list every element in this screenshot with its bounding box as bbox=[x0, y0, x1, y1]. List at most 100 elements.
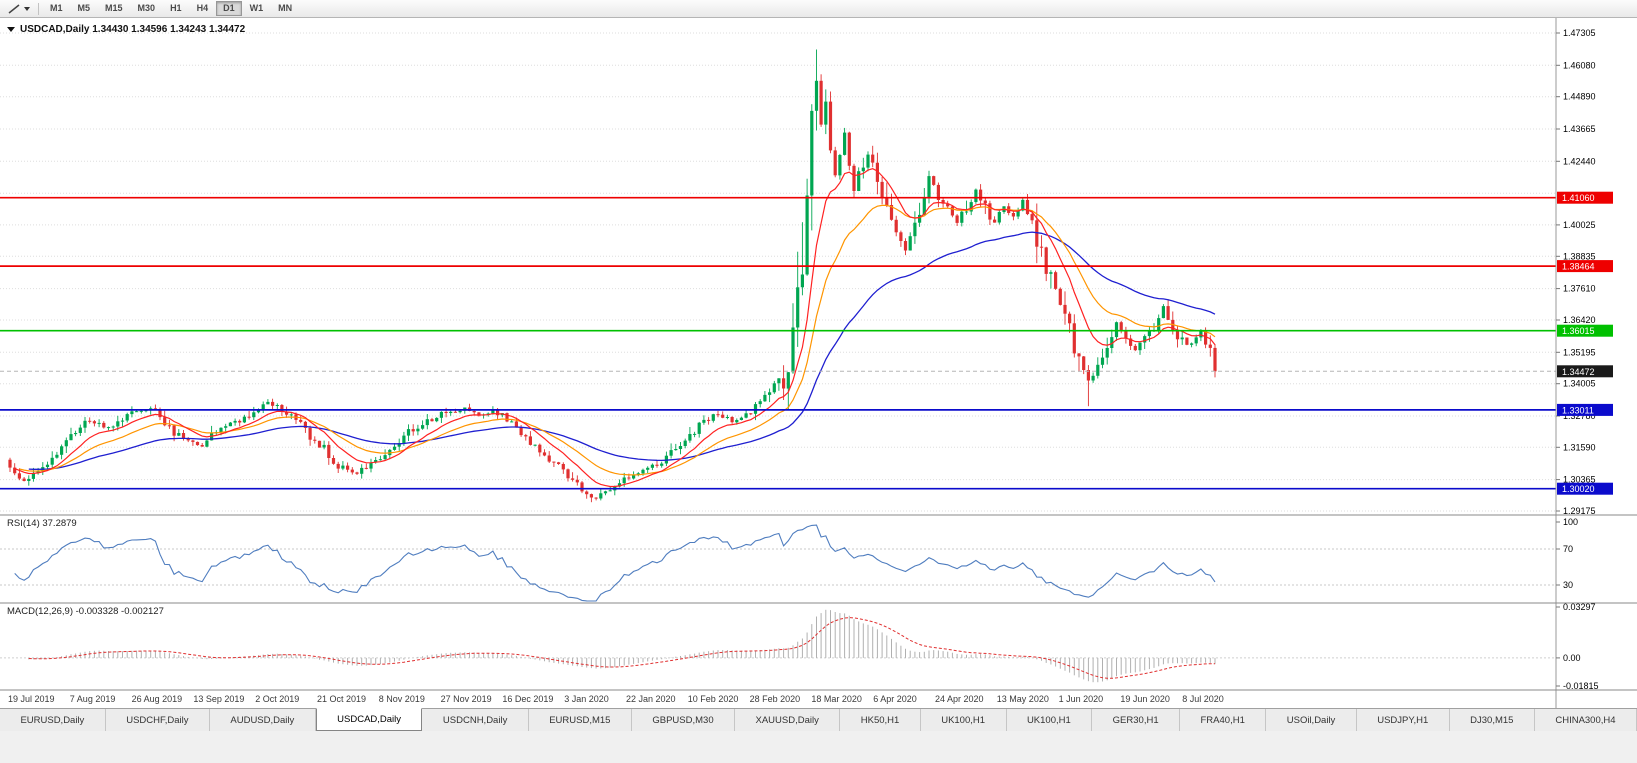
price-grid bbox=[0, 32, 1556, 512]
charts-toolbar-dropdown[interactable] bbox=[3, 1, 34, 17]
tab-dj30-m15[interactable]: DJ30,M15 bbox=[1450, 709, 1535, 731]
chart-tab-bar: EURUSD,Daily USDCHF,Daily AUDUSD,Daily USDC… bbox=[0, 708, 1637, 731]
price-level-badge: 1.41060 bbox=[1557, 191, 1613, 204]
price-level-badge: 1.33011 bbox=[1557, 403, 1613, 416]
svg-text:8 Nov 2019: 8 Nov 2019 bbox=[379, 694, 425, 704]
price-level-badge: 1.30020 bbox=[1557, 482, 1613, 495]
svg-text:3 Jan 2020: 3 Jan 2020 bbox=[564, 694, 609, 704]
price-level-badge: 1.38464 bbox=[1557, 260, 1613, 273]
svg-text:1.36015: 1.36015 bbox=[1562, 326, 1595, 336]
svg-text:1.31590: 1.31590 bbox=[1563, 442, 1596, 452]
svg-text:27 Nov 2019: 27 Nov 2019 bbox=[441, 694, 492, 704]
svg-text:13 May 2020: 13 May 2020 bbox=[997, 694, 1049, 704]
svg-text:24 Apr 2020: 24 Apr 2020 bbox=[935, 694, 984, 704]
svg-text:10 Feb 2020: 10 Feb 2020 bbox=[688, 694, 739, 704]
svg-text:26 Aug 2019: 26 Aug 2019 bbox=[132, 694, 183, 704]
svg-text:1.35195: 1.35195 bbox=[1563, 347, 1596, 357]
collapse-triangle-icon[interactable] bbox=[7, 27, 15, 32]
timeframe-button-mn[interactable]: MN bbox=[271, 1, 299, 16]
chart-window: 1.47305 1.46080 1.44890 1.43665 1.42440 1.400… bbox=[0, 18, 1637, 708]
svg-text:70: 70 bbox=[1563, 544, 1573, 554]
svg-text:1.32780: 1.32780 bbox=[1563, 411, 1596, 421]
rsi-line bbox=[14, 524, 1216, 602]
svg-text:1.40025: 1.40025 bbox=[1563, 220, 1596, 230]
svg-text:21 Oct 2019: 21 Oct 2019 bbox=[317, 694, 366, 704]
price-chart-canvas[interactable]: 1.47305 1.46080 1.44890 1.43665 1.42440 1.400… bbox=[0, 18, 1637, 708]
current-price-badge: 1.34472 bbox=[1557, 365, 1613, 378]
svg-text:1.33011: 1.33011 bbox=[1562, 405, 1594, 415]
svg-text:16 Dec 2019: 16 Dec 2019 bbox=[502, 694, 553, 704]
svg-text:1.34472: 1.34472 bbox=[1562, 367, 1595, 377]
svg-text:1.43665: 1.43665 bbox=[1563, 124, 1596, 134]
status-bar bbox=[0, 731, 1637, 762]
tab-china300-h4[interactable]: CHINA300,H4 bbox=[1535, 709, 1637, 731]
svg-text:22 Jan 2020: 22 Jan 2020 bbox=[626, 694, 676, 704]
candlestick-series bbox=[8, 49, 1217, 503]
macd-pane: 0.03297 0.00 -0.01815 bbox=[0, 602, 1637, 691]
tab-hk50-h1[interactable]: HK50,H1 bbox=[840, 709, 921, 731]
tab-uk100-h1[interactable]: UK100,H1 bbox=[921, 709, 1007, 731]
toolbar-separator bbox=[38, 2, 39, 15]
timeframe-button-m30[interactable]: M30 bbox=[131, 1, 163, 16]
svg-text:1.38464: 1.38464 bbox=[1562, 262, 1595, 272]
svg-text:6 Apr 2020: 6 Apr 2020 bbox=[873, 694, 917, 704]
moving-average-lines bbox=[14, 168, 1216, 488]
tab-xauusd-daily[interactable]: XAUUSD,Daily bbox=[735, 709, 841, 731]
svg-text:1.37610: 1.37610 bbox=[1563, 284, 1596, 294]
svg-text:-0.01815: -0.01815 bbox=[1563, 681, 1599, 691]
timeframe-button-h4[interactable]: H4 bbox=[190, 1, 216, 16]
svg-text:1.46080: 1.46080 bbox=[1563, 60, 1596, 70]
tab-audusd-daily[interactable]: AUDUSD,Daily bbox=[210, 709, 316, 731]
rsi-indicator-label: RSI(14) 37.2879 bbox=[7, 518, 77, 529]
timeframe-button-m15[interactable]: M15 bbox=[98, 1, 130, 16]
svg-text:1.41060: 1.41060 bbox=[1562, 193, 1595, 203]
timeframe-button-w1[interactable]: W1 bbox=[243, 1, 271, 16]
svg-text:1.34005: 1.34005 bbox=[1563, 379, 1596, 389]
rsi-pane: 100 70 30 bbox=[0, 514, 1637, 602]
svg-text:1 Jun 2020: 1 Jun 2020 bbox=[1059, 694, 1104, 704]
date-axis[interactable]: 19 Jul 2019 7 Aug 2019 26 Aug 2019 13 Sep 2… bbox=[8, 694, 1224, 704]
tab-fra40-h1[interactable]: FRA40,H1 bbox=[1180, 709, 1267, 731]
svg-text:8 Jul 2020: 8 Jul 2020 bbox=[1182, 694, 1224, 704]
svg-text:1.29175: 1.29175 bbox=[1563, 506, 1596, 516]
chart-title-text: USDCAD,Daily 1.34430 1.34596 1.34243 1.3… bbox=[20, 24, 246, 35]
tab-usdjpy-h1[interactable]: USDJPY,H1 bbox=[1357, 709, 1450, 731]
tab-usdcnh-daily[interactable]: USDCNH,Daily bbox=[422, 709, 529, 731]
svg-text:0.00: 0.00 bbox=[1563, 653, 1581, 663]
macd-signal-line bbox=[28, 617, 1216, 679]
timeframe-button-d1[interactable]: D1 bbox=[216, 1, 242, 16]
svg-text:19 Jul 2019: 19 Jul 2019 bbox=[8, 694, 55, 704]
svg-text:1.42440: 1.42440 bbox=[1563, 156, 1596, 166]
macd-indicator-label: MACD(12,26,9) -0.003328 -0.002127 bbox=[7, 606, 164, 617]
timeframe-button-h1[interactable]: H1 bbox=[163, 1, 189, 16]
svg-text:1.36420: 1.36420 bbox=[1563, 315, 1596, 325]
svg-text:100: 100 bbox=[1563, 517, 1578, 527]
tab-gbpusd-m30[interactable]: GBPUSD,M30 bbox=[632, 709, 736, 731]
svg-text:18 Mar 2020: 18 Mar 2020 bbox=[811, 694, 862, 704]
line-study-icon bbox=[8, 3, 20, 14]
svg-text:1.38835: 1.38835 bbox=[1563, 251, 1596, 261]
horizontal-level-lines bbox=[0, 196, 1556, 490]
tab-usdchf-daily[interactable]: USDCHF,Daily bbox=[106, 709, 210, 731]
svg-text:1.30365: 1.30365 bbox=[1563, 475, 1596, 485]
svg-text:7 Aug 2019: 7 Aug 2019 bbox=[70, 694, 116, 704]
price-axis[interactable]: 1.47305 1.46080 1.44890 1.43665 1.42440 1.400… bbox=[1555, 18, 1613, 708]
timeframe-toolbar: M1 M5 M15 M30 H1 H4 D1 W1 MN bbox=[0, 0, 1637, 18]
price-level-badge: 1.36015 bbox=[1557, 324, 1613, 337]
timeframe-button-m1[interactable]: M1 bbox=[43, 1, 70, 16]
timeframe-button-m5[interactable]: M5 bbox=[71, 1, 98, 16]
svg-text:1.47305: 1.47305 bbox=[1563, 28, 1596, 38]
tab-uk100-h1[interactable]: UK100,H1 bbox=[1007, 709, 1093, 731]
svg-text:1.30020: 1.30020 bbox=[1562, 484, 1595, 494]
svg-text:19 Jun 2020: 19 Jun 2020 bbox=[1120, 694, 1170, 704]
macd-histogram bbox=[28, 609, 1216, 683]
tab-eurusd-m15[interactable]: EURUSD,M15 bbox=[529, 709, 632, 731]
svg-text:28 Feb 2020: 28 Feb 2020 bbox=[750, 694, 801, 704]
tab-usoil-daily[interactable]: USOil,Daily bbox=[1266, 709, 1357, 731]
tab-eurusd-daily[interactable]: EURUSD,Daily bbox=[0, 709, 106, 731]
svg-text:1.44890: 1.44890 bbox=[1563, 92, 1596, 102]
svg-text:13 Sep 2019: 13 Sep 2019 bbox=[193, 694, 244, 704]
tab-usdcad-daily[interactable]: USDCAD,Daily bbox=[315, 708, 423, 731]
svg-text:30: 30 bbox=[1563, 580, 1573, 590]
tab-ger30-h1[interactable]: GER30,H1 bbox=[1092, 709, 1181, 731]
